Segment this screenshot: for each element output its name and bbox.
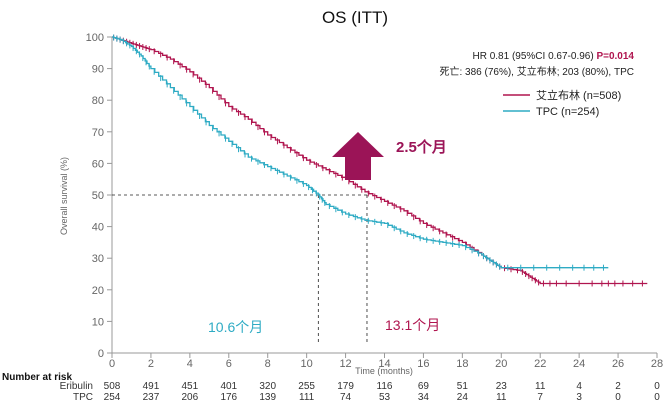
risk-value-1-5: 111 (299, 392, 315, 403)
risk-value-1-14: 0 (654, 392, 660, 403)
x-tick-label-24: 24 (573, 358, 585, 370)
risk-value-1-2: 206 (182, 392, 199, 403)
risk-value-0-10: 23 (496, 381, 508, 392)
median-eribulin-label: 13.1个月 (385, 317, 440, 333)
y-axis-label: Overall survival (%) (59, 157, 69, 235)
risk-value-0-11: 11 (535, 381, 546, 392)
risk-value-0-1: 491 (143, 381, 160, 392)
y-tick-label-50: 50 (92, 190, 104, 202)
stats-annotation: HR 0.81 (95%CI 0.67-0.96) P=0.014 死亡: 38… (439, 51, 634, 78)
x-tick-label-26: 26 (612, 358, 624, 370)
risk-value-0-5: 255 (298, 381, 315, 392)
legend-label-eribulin: 艾立布林 (n=508) (536, 88, 621, 102)
legend-label-tpc: TPC (n=254) (536, 106, 599, 118)
risk-value-0-8: 69 (418, 381, 430, 392)
y-tick-label-90: 90 (92, 64, 104, 76)
y-tick-label-10: 10 (92, 316, 104, 328)
risk-value-1-10: 11 (496, 392, 507, 403)
y-ticks: 0 10 20 30 40 50 60 70 80 90 100 (86, 32, 112, 360)
x-tick-label-10: 10 (301, 358, 313, 370)
legend: 艾立布林 (n=508) TPC (n=254) (503, 88, 621, 118)
hazard-ratio-prefix: HR 0.81 (95%CI 0.67-0.96) (473, 51, 597, 62)
risk-value-1-4: 139 (259, 392, 276, 403)
risk-table-title: Number at risk (2, 372, 72, 383)
risk-value-0-3: 401 (220, 381, 237, 392)
risk-value-1-13: 0 (615, 392, 621, 403)
x-tick-label-8: 8 (265, 358, 271, 370)
risk-value-0-12: 4 (576, 381, 582, 392)
risk-value-1-3: 176 (220, 392, 237, 403)
deaths-text: 死亡: 386 (76%), 艾立布林; 203 (80%), TPC (439, 65, 634, 78)
up-arrow-icon (332, 132, 384, 180)
risk-table: Number at risk Eribulin TPC 508 491 451 401… (2, 372, 660, 403)
risk-value-1-11: 7 (537, 392, 543, 403)
x-tick-label-4: 4 (187, 358, 193, 370)
x-ticks: 0 2 4 6 8 10 12 14 16 18 20 22 24 26 28 (109, 353, 663, 370)
y-tick-label-80: 80 (92, 95, 104, 107)
median-tpc-label: 10.6个月 (208, 319, 263, 335)
y-tick-label-70: 70 (92, 127, 104, 139)
x-tick-label-2: 2 (148, 358, 154, 370)
risk-value-0-0: 508 (104, 381, 121, 392)
risk-value-0-9: 51 (457, 381, 469, 392)
x-tick-label-14: 14 (378, 358, 390, 370)
x-tick-label-28: 28 (651, 358, 663, 370)
hazard-ratio-text: HR 0.81 (95%CI 0.67-0.96) P=0.014 (473, 51, 635, 62)
y-tick-label-30: 30 (92, 253, 104, 265)
risk-value-0-2: 451 (182, 381, 199, 392)
risk-value-1-6: 74 (340, 392, 352, 403)
x-tick-label-6: 6 (226, 358, 232, 370)
risk-row-label-tpc: TPC (73, 392, 93, 403)
risk-value-0-6: 179 (337, 381, 354, 392)
y-tick-label-40: 40 (92, 222, 104, 234)
risk-value-0-13: 2 (615, 381, 621, 392)
risk-value-0-4: 320 (259, 381, 276, 392)
x-tick-label-0: 0 (109, 358, 115, 370)
y-tick-label-100: 100 (86, 32, 104, 44)
y-tick-label-20: 20 (92, 285, 104, 297)
x-tick-label-22: 22 (534, 358, 546, 370)
improvement-label: 2.5个月 (396, 138, 447, 156)
risk-value-1-0: 254 (104, 392, 121, 403)
risk-value-1-12: 3 (576, 392, 582, 403)
x-tick-label-18: 18 (456, 358, 468, 370)
x-tick-label-16: 16 (417, 358, 429, 370)
p-value: P=0.014 (596, 51, 634, 62)
y-tick-label-0: 0 (98, 348, 104, 360)
risk-value-0-14: 0 (654, 381, 660, 392)
risk-value-1-8: 34 (418, 392, 430, 403)
x-tick-label-20: 20 (495, 358, 507, 370)
risk-value-1-7: 53 (379, 392, 391, 403)
risk-row-label-eribulin: Eribulin (60, 381, 93, 392)
risk-value-1-1: 237 (143, 392, 160, 403)
risk-value-1-9: 24 (457, 392, 469, 403)
series-group-1 (112, 34, 609, 271)
risk-value-0-7: 116 (377, 381, 393, 392)
x-tick-label-12: 12 (339, 358, 351, 370)
y-tick-label-60: 60 (92, 158, 104, 170)
x-axis-label: Time (months) (355, 366, 413, 376)
chart-title: OS (ITT) (322, 8, 388, 27)
